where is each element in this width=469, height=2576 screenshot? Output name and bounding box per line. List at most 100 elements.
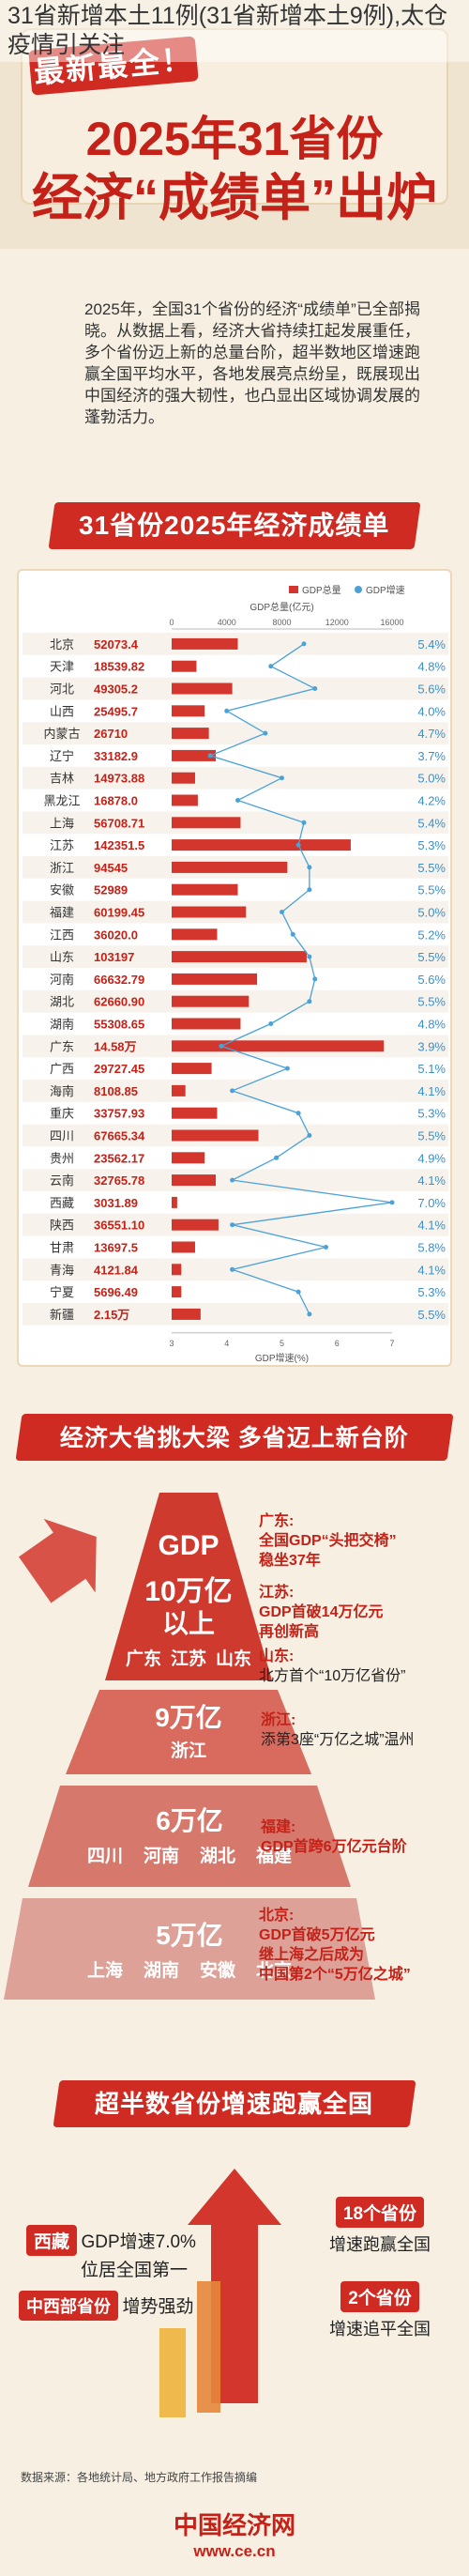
tier-2-province: 浙江 xyxy=(170,1741,206,1761)
province-label: 浙江 xyxy=(50,861,74,875)
outpace-text: 增速跑赢全国 xyxy=(329,2235,431,2254)
chart-row-stripe xyxy=(23,677,448,700)
growth-point xyxy=(312,686,318,691)
gdp-value-label: 13697.5 xyxy=(94,1241,138,1255)
x-tick-label-top: 8000 xyxy=(272,618,291,627)
gdp-bar xyxy=(172,973,258,985)
x-tick-label-bottom: 3 xyxy=(169,1339,174,1348)
gdp-value-label: 26710 xyxy=(94,727,128,741)
brand-url[interactable]: www.ce.cn xyxy=(193,2542,276,2560)
brand-logo: 中国经济网 xyxy=(173,2511,295,2539)
chart-row-stripe xyxy=(23,1303,448,1326)
note-line: GDP首破14万亿元 xyxy=(259,1604,384,1620)
gdp-bar xyxy=(172,1040,385,1052)
gdp-bar xyxy=(172,883,238,896)
growth-point xyxy=(324,1245,328,1250)
gdp-bar xyxy=(172,1063,212,1075)
province-label: 天津 xyxy=(50,660,74,674)
midwest-block: 中西部省份 增势强劲 xyxy=(19,2291,193,2321)
pyramid-tier-2 xyxy=(66,1690,311,1774)
growth-value-label: 5.2% xyxy=(417,928,446,942)
growth-point xyxy=(301,641,307,647)
province-label: 吉林 xyxy=(50,772,74,786)
growth-point xyxy=(230,1088,235,1094)
growth-highlights: 西藏 GDP增速7.0% 位居全国第一 中西部省份 增势强劲 18个省份 增速跑… xyxy=(0,2140,469,2450)
note-line: GDP首破5万亿元 xyxy=(259,1927,375,1943)
gdp-pyramid: GDP 10万亿 以上 广东 江苏 山东 9万亿 浙江 6万亿 四川 河南 湖北… xyxy=(0,1493,469,2093)
growth-value-label: 5.3% xyxy=(417,838,446,852)
gdp-bar xyxy=(172,637,238,650)
x-axis-title-top: GDP总量(亿元) xyxy=(250,601,313,613)
gdp-bar xyxy=(172,995,250,1007)
province-label: 重庆 xyxy=(50,1107,74,1121)
note-line: 继上海之后成为 xyxy=(259,1947,365,1963)
growth-value-label: 5.5% xyxy=(417,861,446,875)
growth-value-label: 5.8% xyxy=(417,1241,446,1255)
midwest-badge: 中西部省份 xyxy=(19,2291,118,2321)
growth-point xyxy=(290,931,295,937)
province-label: 山西 xyxy=(50,704,74,718)
growth-value-label: 5.4% xyxy=(417,816,446,830)
gdp-value-label: 18539.82 xyxy=(94,660,144,674)
note-guangdong: 广东: 全国GDP“头把交椅” 稳坐37年 xyxy=(259,1511,456,1571)
up-arrow-icon xyxy=(19,1518,97,1603)
growth-point xyxy=(219,1043,224,1049)
growth-value-label: 5.3% xyxy=(417,1285,446,1299)
growth-point xyxy=(263,730,268,736)
tier-1-provinces: 广东 江苏 山东 xyxy=(105,1645,272,1670)
growth-value-label: 5.5% xyxy=(417,1129,446,1143)
note-shandong: 山东: 北方首个“10万亿省份” xyxy=(259,1647,465,1686)
x-axis-title-bottom: GDP增速(%) xyxy=(255,1352,309,1364)
chart-row-stripe xyxy=(23,722,448,744)
province-label: 安徽 xyxy=(50,883,74,897)
chart-row-stripe xyxy=(23,766,448,790)
x-tick-label-top: 4000 xyxy=(218,618,236,627)
gdp-value-label: 32765.78 xyxy=(94,1173,144,1188)
gdp-value-label: 66632.79 xyxy=(94,973,144,987)
x-tick-label-top: 16000 xyxy=(380,618,403,627)
post-title: 31省新增本土11例(31省新增本土9例),太仓疫情引关注 xyxy=(0,0,469,62)
pyramid-tier-1 xyxy=(105,1493,272,1680)
x-tick-label-top: 0 xyxy=(169,618,174,627)
growth-value-label: 4.7% xyxy=(417,727,446,741)
speed-section-title: 超半数省份增速跑赢全国 xyxy=(53,2080,416,2127)
gdp-value-label: 60199.45 xyxy=(94,906,144,920)
gdp-value-label: 23562.17 xyxy=(94,1151,144,1165)
hero-banner: 最新最全！ 2025年31省份 经济“成绩单”出炉 xyxy=(0,0,469,249)
gdp-bar xyxy=(172,1174,216,1187)
note-line: 北方首个“10万亿省份” xyxy=(259,1668,406,1684)
growth-point xyxy=(307,1311,312,1317)
note-line: 中国第2个“5万亿之城” xyxy=(259,1967,411,1983)
midwest-text: 增势强劲 xyxy=(122,2297,194,2317)
growth-point xyxy=(307,865,312,870)
growth-value-label: 4.8% xyxy=(417,1018,446,1032)
gdp-bar xyxy=(172,1129,259,1142)
gdp-bar xyxy=(172,772,195,784)
gdp-value-label: 36551.10 xyxy=(94,1219,144,1233)
chart-section-title-text: 31省份2025年经济成绩单 xyxy=(79,511,390,540)
growth-point xyxy=(230,1177,235,1183)
province-label: 上海 xyxy=(50,816,74,830)
gdp-value-label: 3031.89 xyxy=(94,1196,138,1210)
growth-value-label: 5.5% xyxy=(417,883,446,897)
growth-value-label: 5.1% xyxy=(417,1062,446,1076)
growth-point xyxy=(307,887,312,893)
gdp-value-label: 4121.84 xyxy=(94,1263,139,1277)
note-head: 福建: xyxy=(261,1819,296,1835)
tier-3-province: 河南 xyxy=(143,1847,179,1866)
gdp-value-label: 103197 xyxy=(94,950,134,964)
chart-row-stripe xyxy=(23,1080,448,1102)
tier-4-province: 安徽 xyxy=(200,1961,236,1981)
tier-3-province: 湖北 xyxy=(200,1847,236,1866)
bar-accent xyxy=(197,2281,220,2413)
gdp-bar xyxy=(172,839,351,851)
match-text: 增速追平全国 xyxy=(329,2320,431,2338)
chart-section-title: 31省份2025年经济成绩单 xyxy=(48,502,421,549)
tier-1-sub: 以上 xyxy=(161,1609,215,1638)
gdp-value-label: 8108.85 xyxy=(94,1084,138,1098)
gdp-value-label: 2.15万 xyxy=(94,1308,129,1322)
growth-point xyxy=(312,976,318,982)
growth-point xyxy=(268,1021,274,1026)
growth-point xyxy=(295,1289,301,1295)
gdp-bar xyxy=(172,749,216,761)
